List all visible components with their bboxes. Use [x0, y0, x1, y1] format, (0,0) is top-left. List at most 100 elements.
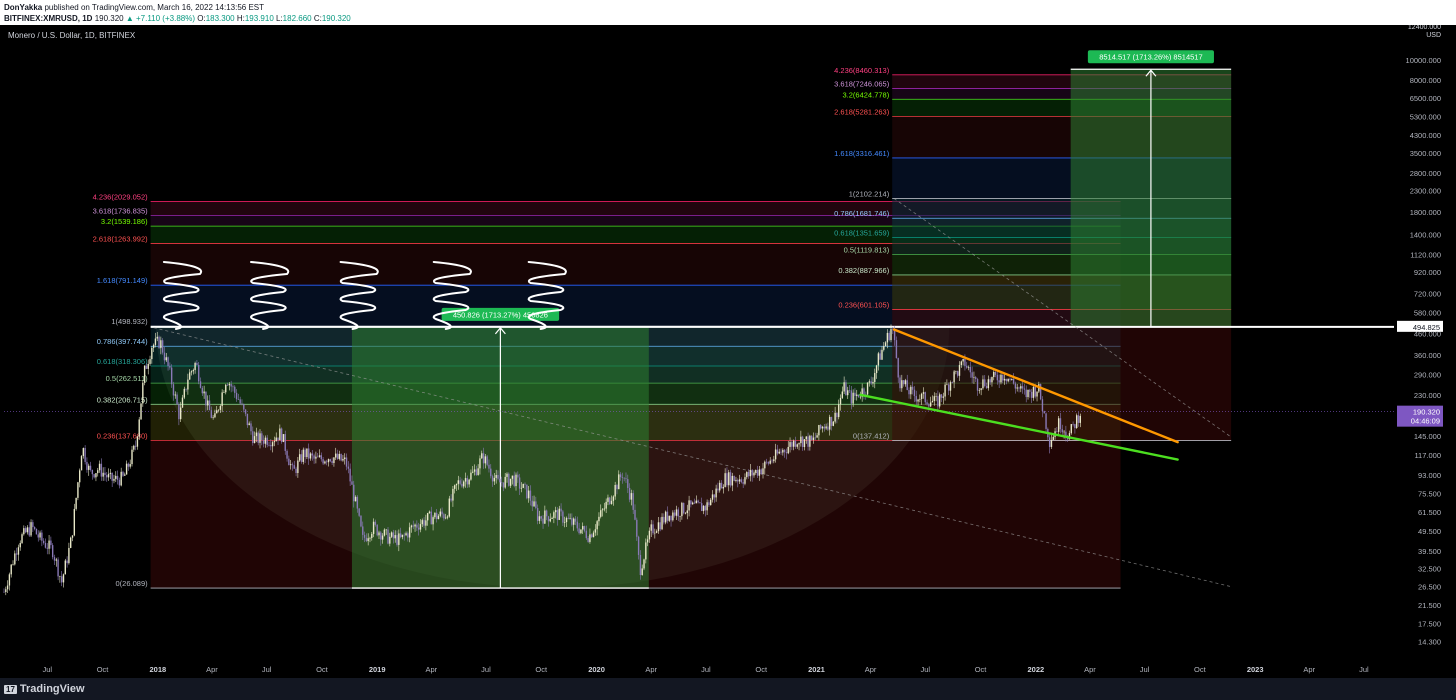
candle-body [495, 475, 497, 478]
candle-body [160, 340, 162, 349]
candle-body [454, 485, 456, 489]
candle-body [455, 483, 458, 486]
candle-body [545, 510, 548, 517]
ohlc-close-label: C: [313, 14, 322, 23]
candle-body [275, 437, 277, 442]
green-trendline[interactable] [859, 393, 1179, 461]
candle-body [1021, 386, 1024, 389]
candle-body [527, 490, 530, 499]
candle-body [262, 440, 265, 444]
candle-body [1063, 431, 1065, 433]
candle-body [1030, 391, 1033, 398]
candle-body [125, 463, 128, 475]
candle-body [387, 529, 389, 544]
measure-label: 8514.517 (1713.26%) 8514517 [1099, 53, 1202, 62]
fib-right-level-label: 0.382(887.966) [838, 266, 889, 275]
candle-body [172, 384, 175, 396]
candle-body [679, 516, 681, 517]
candle-body [834, 412, 836, 422]
candle-body [675, 509, 678, 516]
candle-body [37, 534, 39, 538]
candle-body [740, 479, 743, 483]
candle-body [1039, 384, 1042, 400]
candle-body [857, 394, 860, 397]
candle-body [976, 379, 979, 391]
candle-body [351, 481, 353, 485]
candle-body [158, 336, 160, 349]
time-tick-label: Apr [206, 665, 218, 674]
candle-body [360, 515, 362, 527]
candle-body [95, 473, 97, 478]
measure-label: 450.826 (1713.27%) 450826 [453, 310, 548, 319]
candle-body [248, 423, 250, 426]
candle-body [344, 457, 346, 459]
price-tick-label: 75.500 [1418, 490, 1441, 499]
candle-body [500, 482, 503, 483]
candle-body [208, 400, 211, 411]
fib-right-band [892, 309, 1232, 441]
candle-body [383, 529, 386, 536]
candle-body [771, 460, 773, 462]
candle-body [919, 398, 921, 400]
candle-body [318, 455, 321, 458]
price-tick-label: 580.000 [1414, 309, 1441, 318]
candle-body [1009, 378, 1011, 380]
candle-body [122, 471, 124, 476]
candle-body [499, 478, 501, 483]
candle-body [234, 386, 236, 393]
candle-body [563, 522, 566, 523]
candle-body [477, 468, 479, 476]
candle-body [64, 560, 66, 575]
chart-area[interactable]: 0(26.089) 0.236(137.680) 0.382(206.715) 0.5… [0, 25, 1456, 678]
candle-body [800, 436, 802, 444]
fib-left-band [150, 215, 1121, 227]
candle-body [542, 518, 544, 524]
candle-body [88, 465, 90, 470]
candle-body [994, 371, 997, 375]
candle-body [616, 484, 618, 490]
price-tick-label: 145.000 [1414, 432, 1441, 441]
candle-body [643, 559, 645, 569]
candle-body [931, 400, 934, 403]
price-tick-label: 1120.000 [1410, 250, 1441, 259]
candle-body [962, 359, 964, 362]
tradingview-logo[interactable]: 17 TradingView [4, 683, 85, 695]
candle-body [533, 501, 535, 507]
candle-body [655, 531, 658, 533]
candle-body [522, 483, 524, 488]
orange-trendline[interactable] [892, 328, 1179, 444]
time-tick-label: 2019 [369, 665, 386, 674]
candle-body [225, 384, 227, 393]
candle-body [1016, 387, 1018, 389]
candle-body [895, 340, 898, 359]
squiggle-drawing [527, 261, 567, 330]
candle-body [672, 512, 674, 521]
fib-right-band [892, 88, 1232, 100]
candle-body [901, 380, 903, 389]
candle-body [847, 390, 849, 396]
candle-body [515, 474, 517, 487]
candle-body [917, 399, 919, 402]
candle-body [973, 377, 975, 378]
symbol-line: BITFINEX:XMRUSD, 1D 190.320 ▲ +7.110 (+3… [4, 13, 351, 24]
candle-body [32, 522, 34, 528]
price-chart[interactable]: 0(26.089) 0.236(137.680) 0.382(206.715) 0.5… [0, 25, 1456, 678]
candle-body [928, 404, 930, 407]
candle-body [91, 470, 94, 475]
candle-body [33, 527, 36, 529]
price-change: ▲ +7.110 (+3.88%) [125, 14, 195, 23]
candle-body [17, 547, 20, 555]
last-price: 190.320 [94, 14, 124, 23]
candle-body [246, 413, 249, 426]
candle-body [216, 410, 218, 414]
candle-body [879, 353, 881, 360]
candle-body [223, 392, 225, 393]
time-tick-label: Jul [1359, 665, 1369, 674]
candle-body [479, 458, 481, 469]
candle-body [951, 382, 954, 383]
candle-body [97, 470, 99, 474]
author-name[interactable]: DonYakka [4, 3, 43, 12]
candle-body [8, 574, 11, 586]
price-tick-label: 26.500 [1418, 583, 1441, 592]
candle-body [80, 456, 83, 471]
